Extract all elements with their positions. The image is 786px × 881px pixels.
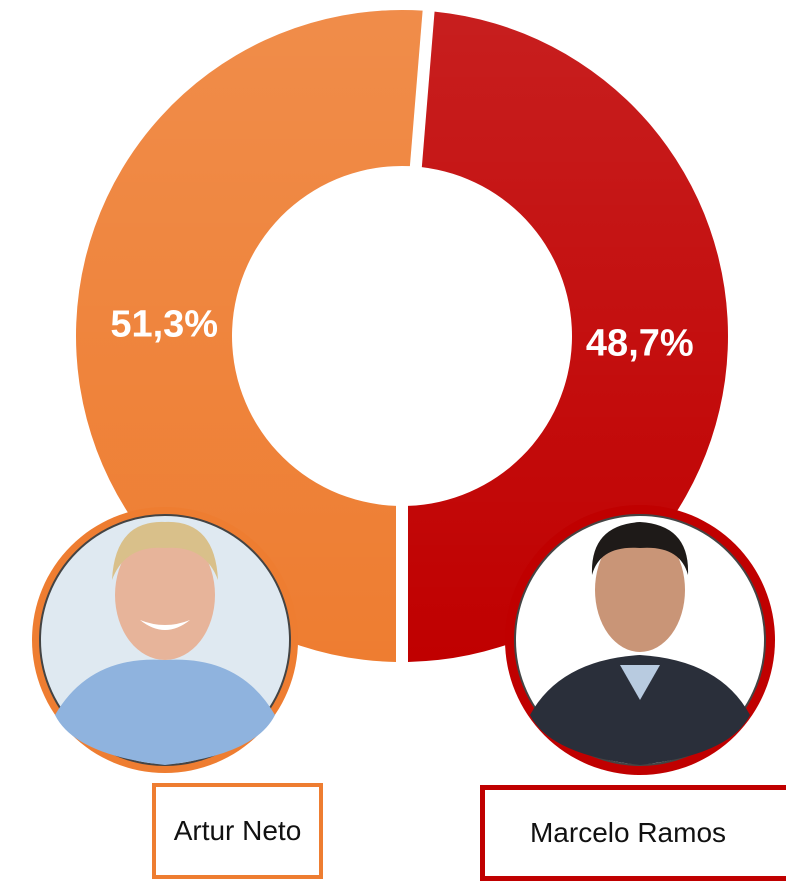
photos bbox=[32, 505, 775, 775]
legend-label: Artur Neto bbox=[173, 815, 302, 846]
data-label: 51,3% bbox=[110, 303, 218, 345]
slice-shade bbox=[75, 10, 423, 662]
photo-marcelo-ramos bbox=[505, 505, 775, 775]
slice-shade bbox=[407, 11, 728, 662]
donut: 51,3% 48,7% bbox=[75, 10, 728, 662]
legend-entry: Artur Neto bbox=[152, 783, 323, 879]
legend-label: Marcelo Ramos bbox=[529, 817, 727, 848]
photo-artur-neto bbox=[32, 507, 298, 773]
data-label: 48,7% bbox=[586, 323, 694, 365]
legend-entry: Marcelo Ramos bbox=[480, 785, 786, 881]
